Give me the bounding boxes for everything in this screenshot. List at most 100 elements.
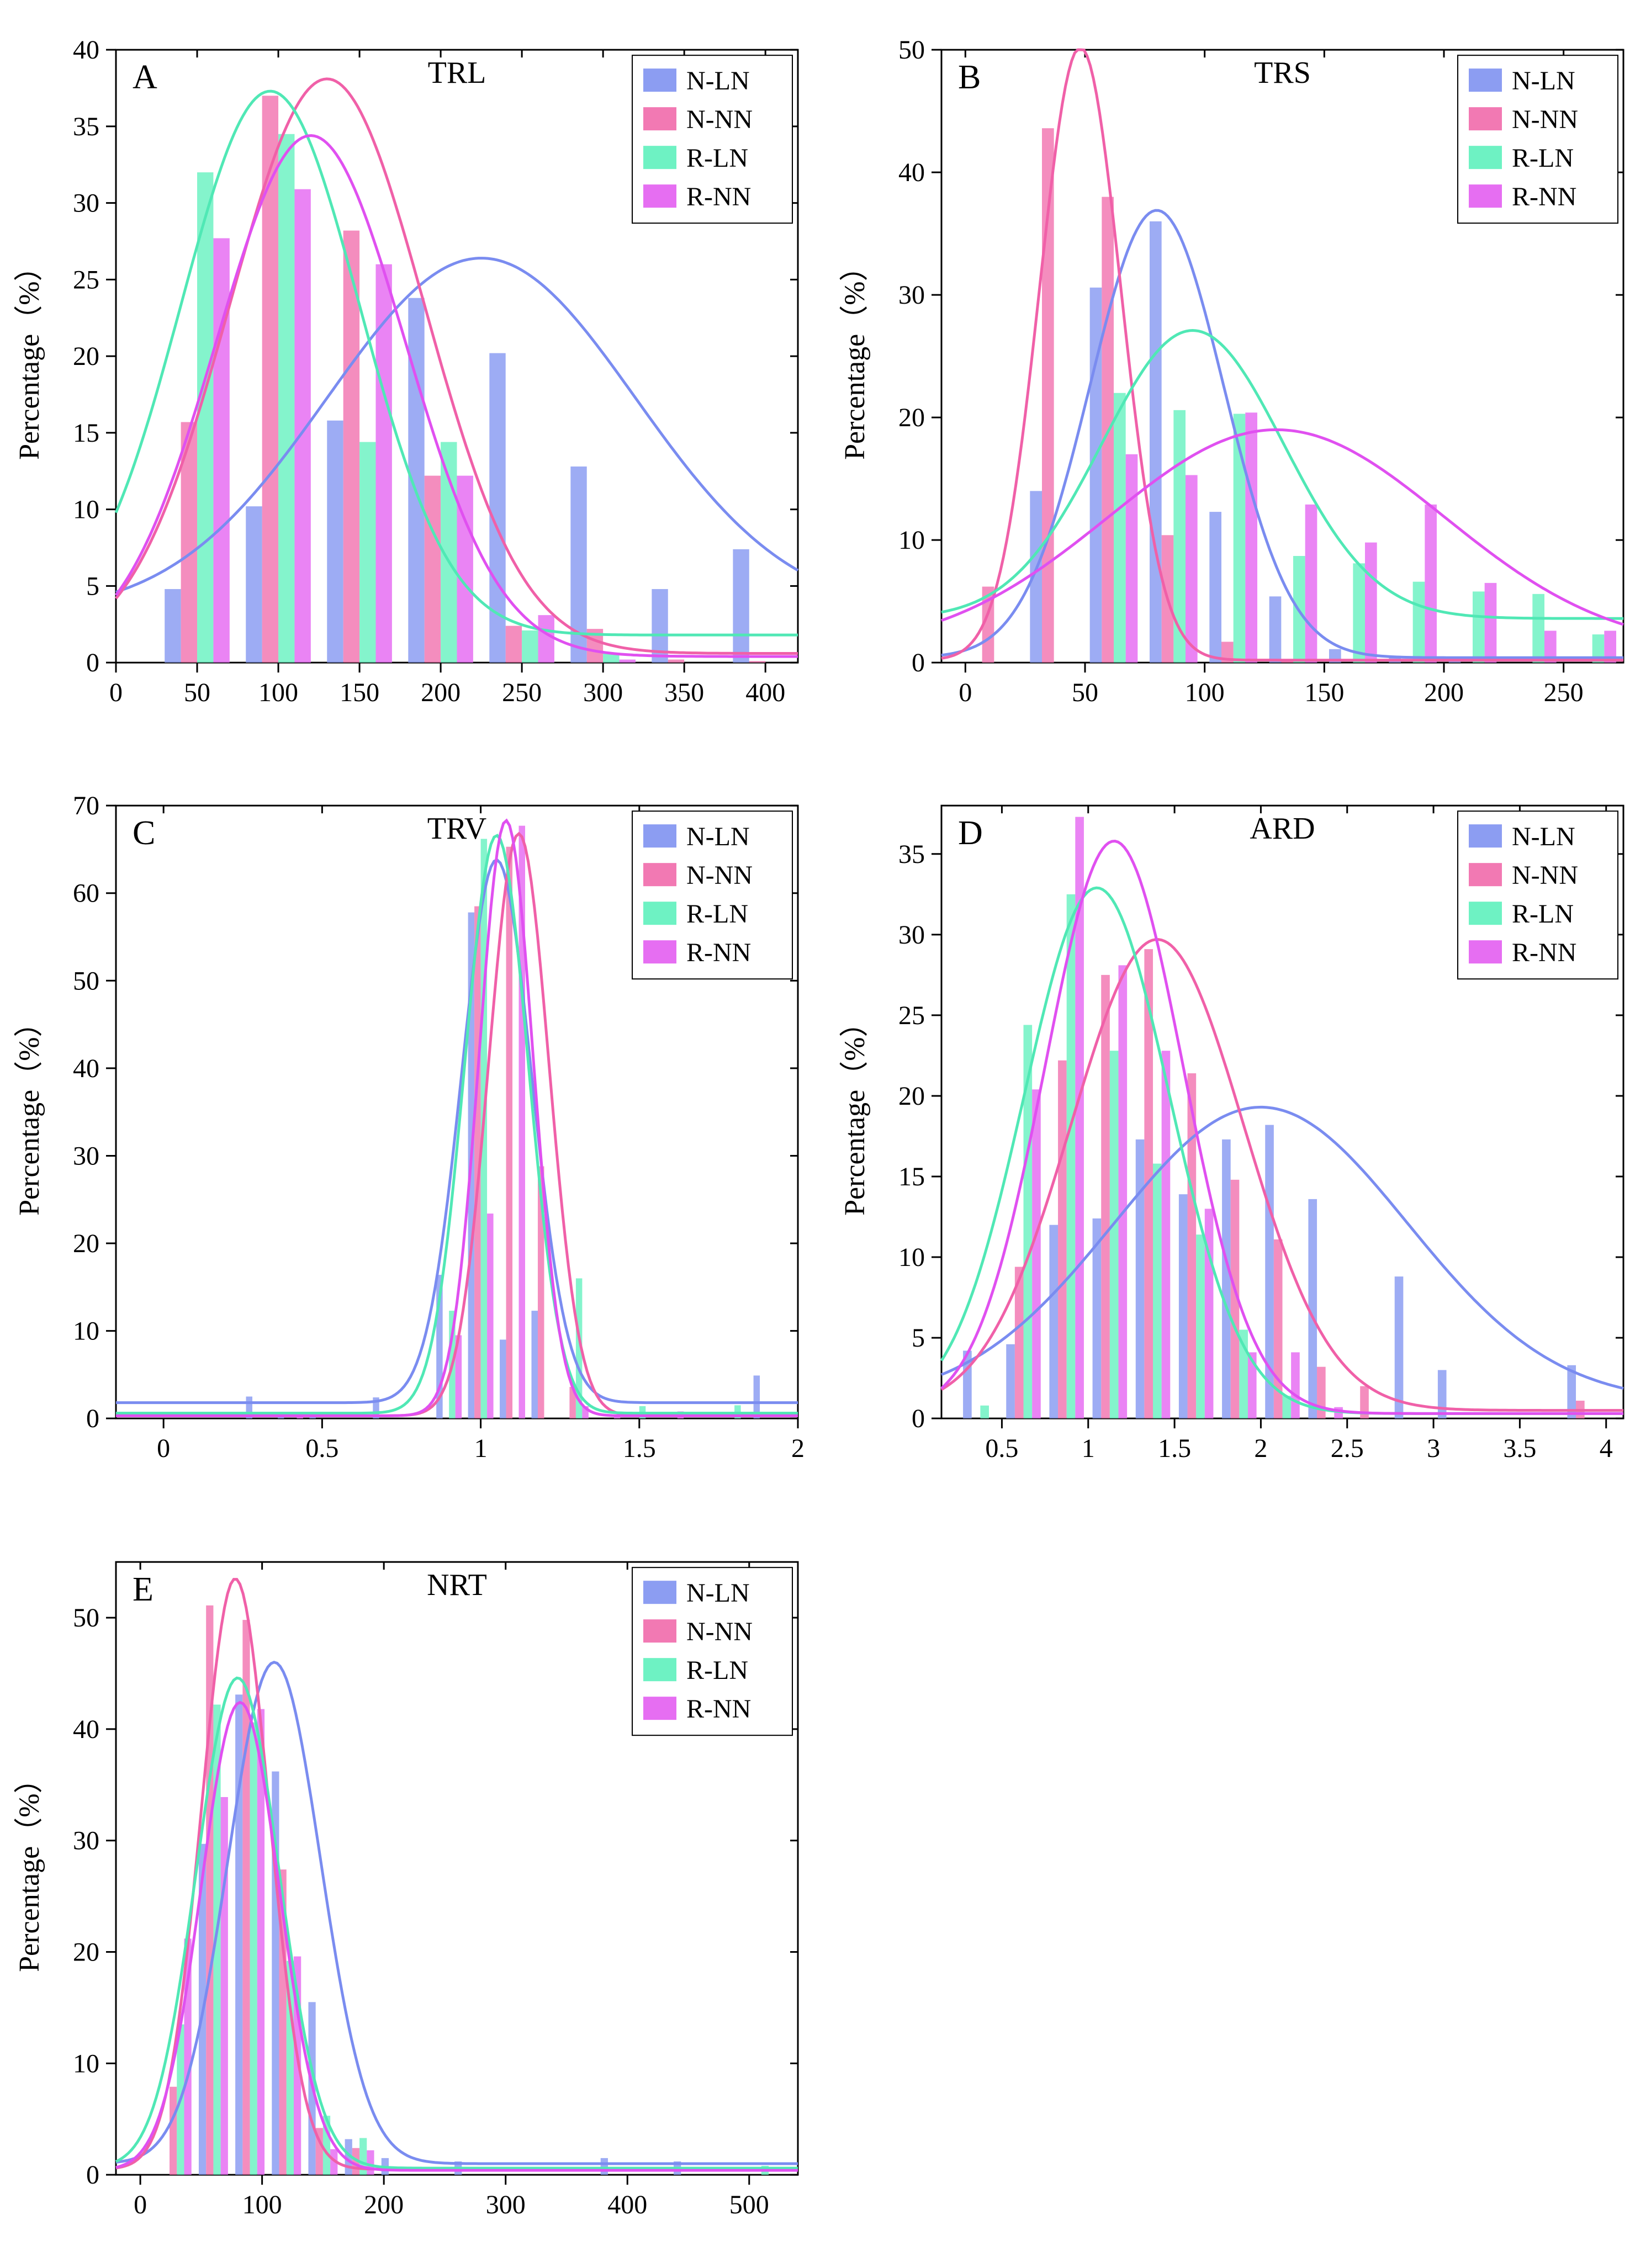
bar-R-LN — [1413, 582, 1425, 663]
legend-label-R-LN: R-LN — [1512, 144, 1574, 173]
bar-N-NN — [506, 847, 512, 1418]
x-tick-label: 1.5 — [1158, 1434, 1191, 1463]
bar-R-NN — [1186, 475, 1198, 663]
y-tick-label: 40 — [73, 1715, 99, 1744]
panel-container-C: 00.511.52010203040506070Percentage（%）CTR… — [0, 756, 826, 1512]
y-tick-label: 40 — [73, 35, 99, 65]
bar-N-NN — [1058, 1061, 1067, 1418]
legend-swatch-N-LN — [643, 1581, 676, 1604]
legend-label-N-NN: N-NN — [686, 105, 753, 134]
legend-swatch-R-LN — [1469, 146, 1502, 169]
panel-title: TRL — [428, 56, 486, 90]
bar-R-LN — [1196, 1234, 1205, 1418]
panel-title: ARD — [1250, 812, 1315, 846]
y-tick-label: 20 — [898, 403, 925, 432]
bar-R-NN — [487, 1214, 493, 1418]
bar-R-NN — [1485, 583, 1497, 663]
bar-N-LN — [500, 1340, 506, 1419]
bar-R-NN — [1425, 505, 1437, 663]
y-tick-label: 25 — [898, 1001, 925, 1030]
y-tick-label: 30 — [898, 280, 925, 310]
x-tick-label: 100 — [242, 2190, 282, 2219]
x-tick-label: 1.5 — [623, 1434, 656, 1463]
bar-R-NN — [1162, 1051, 1171, 1418]
x-tick-label: 50 — [184, 678, 210, 707]
x-tick-label: 250 — [1544, 678, 1584, 707]
legend-swatch-N-LN — [643, 68, 676, 92]
x-tick-label: 100 — [258, 678, 298, 707]
x-tick-label: 50 — [1072, 678, 1098, 707]
bar-N-NN — [749, 661, 765, 663]
x-tick-label: 4 — [1600, 1434, 1613, 1463]
y-tick-label: 40 — [73, 1054, 99, 1083]
y-tick-label: 35 — [73, 112, 99, 141]
legend-label-N-NN: N-NN — [686, 861, 753, 890]
legend-label-N-NN: N-NN — [1512, 105, 1578, 134]
bar-N-LN — [1150, 221, 1162, 663]
panel-letter: B — [958, 59, 981, 96]
x-tick-label: 3 — [1427, 1434, 1440, 1463]
bar-R-NN — [221, 1797, 228, 2175]
bar-N-LN — [327, 421, 343, 663]
bar-R-NN — [367, 2150, 374, 2174]
bar-N-LN — [246, 506, 262, 663]
bar-N-LN — [531, 1311, 537, 1418]
bar-R-NN — [1245, 412, 1257, 663]
legend-label-R-NN: R-NN — [1512, 182, 1576, 211]
bar-R-NN — [538, 615, 554, 663]
legend-swatch-N-LN — [1469, 824, 1502, 847]
y-tick-label: 35 — [898, 840, 925, 869]
y-tick-label: 20 — [73, 342, 99, 371]
y-tick-label: 25 — [73, 265, 99, 294]
y-tick-label: 60 — [73, 879, 99, 908]
x-tick-label: 2.5 — [1331, 1434, 1364, 1463]
bar-N-NN — [506, 626, 522, 663]
x-tick-label: 0 — [109, 678, 123, 707]
legend-label-N-NN: N-NN — [1512, 861, 1578, 890]
x-tick-label: 0 — [157, 1434, 170, 1463]
x-tick-label: 2 — [1254, 1434, 1267, 1463]
legend-label-R-NN: R-NN — [686, 1694, 751, 1724]
y-tick-label: 10 — [898, 526, 925, 555]
legend-label-N-LN: N-LN — [686, 1578, 750, 1608]
bar-N-LN — [1179, 1194, 1188, 1418]
legend-label-N-LN: N-LN — [686, 822, 750, 851]
bar-N-NN — [1101, 975, 1110, 1418]
bar-N-NN — [1281, 661, 1293, 663]
bar-R-NN — [1032, 1090, 1041, 1419]
x-tick-label: 250 — [502, 678, 542, 707]
x-tick-label: 1 — [474, 1434, 488, 1463]
bar-R-LN — [278, 134, 294, 663]
y-tick-label: 5 — [912, 1323, 925, 1353]
legend-swatch-R-NN — [643, 1697, 676, 1720]
x-tick-label: 350 — [664, 678, 704, 707]
panel-A: 0501001502002503003504000510152025303540… — [0, 0, 826, 756]
x-tick-label: 200 — [421, 678, 461, 707]
panel-container-A: 0501001502002503003504000510152025303540… — [0, 0, 826, 756]
bar-R-NN — [1126, 454, 1138, 663]
bar-N-LN — [1209, 512, 1221, 663]
y-tick-label: 0 — [86, 1404, 99, 1433]
x-tick-label: 0.5 — [305, 1434, 338, 1463]
bar-R-LN — [197, 172, 213, 663]
panel-container-D: 0.511.522.533.5405101520253035Percentage… — [826, 756, 1651, 1512]
x-tick-label: 1 — [1082, 1434, 1095, 1463]
x-tick-label: 0 — [134, 2190, 147, 2219]
y-tick-label: 0 — [912, 648, 925, 677]
legend-label-R-NN: R-NN — [686, 938, 751, 967]
legend-label-R-NN: R-NN — [686, 182, 751, 211]
bar-N-NN — [170, 2086, 177, 2174]
bar-R-LN — [1353, 563, 1365, 663]
y-axis-label: Percentage（%） — [14, 252, 45, 459]
legend-label-R-LN: R-LN — [1512, 899, 1574, 929]
legend-swatch-R-LN — [1469, 902, 1502, 925]
bar-N-LN — [733, 549, 749, 663]
panel-C: 00.511.52010203040506070Percentage（%）CTR… — [0, 756, 826, 1512]
y-tick-label: 15 — [73, 418, 99, 448]
bar-R-LN — [1067, 894, 1076, 1418]
legend-label-R-NN: R-NN — [1512, 938, 1576, 967]
x-tick-label: 0 — [959, 678, 972, 707]
panel-letter: E — [133, 1571, 154, 1608]
x-tick-label: 500 — [729, 2190, 769, 2219]
legend-swatch-R-NN — [643, 184, 676, 208]
